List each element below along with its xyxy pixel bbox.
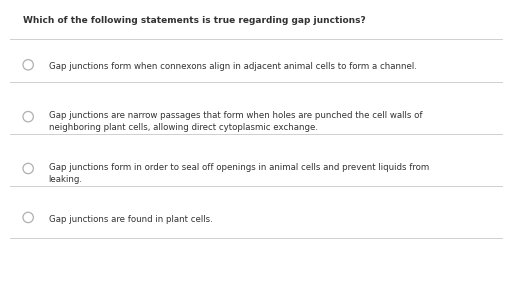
Text: Gap junctions are narrow passages that form when holes are punched the cell wall: Gap junctions are narrow passages that f… <box>49 111 422 132</box>
Text: Gap junctions are found in plant cells.: Gap junctions are found in plant cells. <box>49 215 212 223</box>
Text: Gap junctions form when connexons align in adjacent animal cells to form a chann: Gap junctions form when connexons align … <box>49 62 417 71</box>
Text: Which of the following statements is true regarding gap junctions?: Which of the following statements is tru… <box>23 16 366 25</box>
Text: Gap junctions form in order to seal off openings in animal cells and prevent liq: Gap junctions form in order to seal off … <box>49 163 429 184</box>
